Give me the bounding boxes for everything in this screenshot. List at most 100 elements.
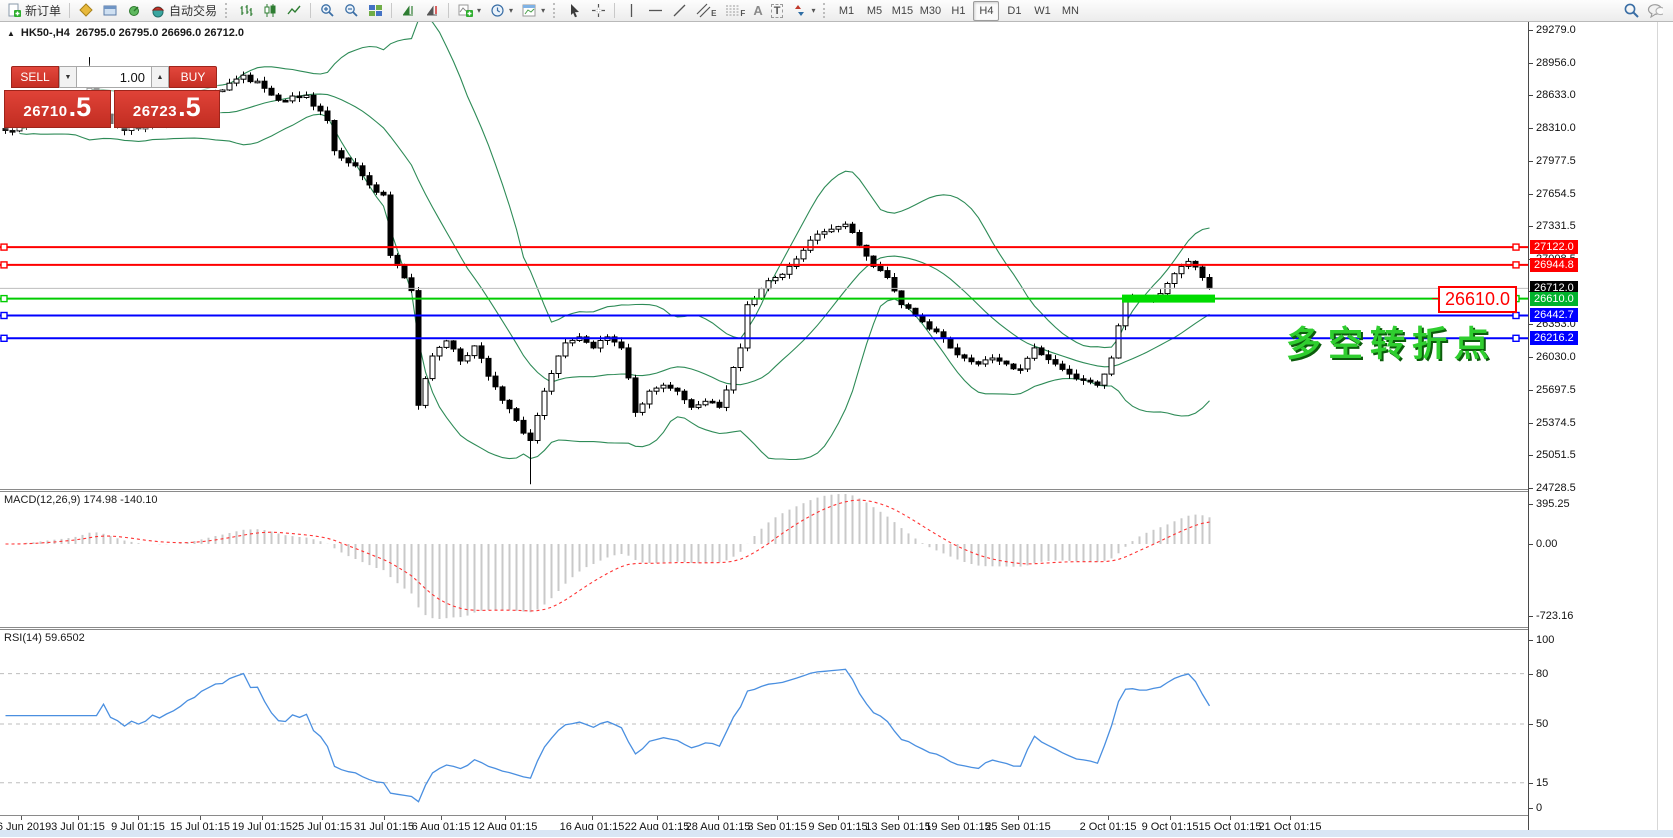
volume-increase-button[interactable]: ▲ [151, 66, 169, 88]
candlestick-chart-button[interactable] [258, 0, 282, 21]
price-callout-label[interactable]: 26610.0 [1431, 286, 1518, 313]
timeframe-M15[interactable]: M15 [891, 4, 914, 17]
equidistant-channel-icon [695, 3, 711, 19]
ohlc-header: ▲ HK50-,H4 26795.0 26795.0 26696.0 26712… [7, 27, 244, 39]
axis-label: 26030.0 [1536, 351, 1576, 363]
price-line-tag-26610.0: 26610.0 [1530, 292, 1578, 306]
rsi-canvas[interactable] [0, 630, 1528, 815]
axis-tick [1529, 95, 1533, 96]
main-chart-canvas[interactable] [0, 22, 1528, 489]
auto-trading-button[interactable]: 自动交易 [146, 0, 221, 21]
chart-shift-button[interactable] [420, 0, 444, 21]
macd-canvas[interactable] [0, 492, 1528, 628]
price-line-27122[interactable] [0, 243, 1528, 251]
price-line-26944.8[interactable] [0, 261, 1528, 269]
timeframe-M5[interactable]: M5 [866, 4, 883, 17]
cursor-button[interactable] [562, 0, 586, 21]
axis-tick [1529, 161, 1533, 162]
timeframe-D1[interactable]: D1 [1007, 4, 1022, 17]
macd-signal-line [5, 499, 1210, 612]
periods-button[interactable]: ▾ [485, 0, 517, 21]
line-chart-button[interactable] [282, 0, 306, 21]
price-line-26216.2[interactable] [0, 334, 1528, 342]
market-watch-button[interactable] [74, 0, 98, 21]
auto-trading-label: 自动交易 [169, 4, 218, 18]
trade-panel-row2: 26710 .5 26723 .5 [4, 90, 220, 128]
chat-icon[interactable] [1647, 3, 1663, 19]
templates-icon [521, 3, 537, 19]
ohlc-values: 26795.0 26795.0 26696.0 26712.0 [75, 27, 245, 39]
rsi-panel[interactable]: RSI(14) 59.6502 [0, 630, 1528, 815]
search-icon[interactable] [1623, 3, 1639, 19]
timeframe-H4[interactable]: H4 [973, 0, 1000, 21]
horizontal-line-button[interactable] [643, 0, 667, 21]
line-handle [1512, 334, 1520, 342]
crosshair-icon [590, 3, 606, 19]
price-line-tag-26944.8: 26944.8 [1530, 258, 1578, 272]
crosshair-button[interactable] [586, 0, 610, 21]
trendline-button[interactable] [667, 0, 691, 21]
panel-separator[interactable] [0, 627, 1528, 630]
line-handle [0, 311, 8, 320]
horizontal-line-icon [647, 3, 663, 19]
indicators-button[interactable]: ▾ [453, 0, 485, 21]
candles [2, 57, 1213, 485]
new-order-icon [6, 3, 22, 19]
bollinger-lower-band[interactable] [19, 113, 1210, 461]
timeframe-W1[interactable]: W1 [1034, 4, 1051, 17]
data-window-button[interactable] [98, 0, 122, 21]
bar-chart-icon [238, 3, 254, 19]
timeframe-M30[interactable]: M30 [919, 4, 942, 17]
timeframe-H1[interactable]: H1 [951, 4, 966, 17]
axis-tick [1529, 324, 1533, 325]
date-tick [657, 816, 658, 820]
text-button[interactable]: A [749, 0, 766, 21]
vertical-line-button[interactable] [619, 0, 643, 21]
price-line-26442.7[interactable] [0, 311, 1528, 320]
axis-tick [1529, 504, 1533, 505]
timeframe-toolbar: M1 M5 M15 M30 H1 H4 D1 W1 MN [832, 0, 1084, 21]
dropdown-caret: ▾ [509, 6, 514, 15]
fibonacci-button[interactable]: F [720, 0, 749, 21]
axis-tick [1529, 488, 1533, 489]
new-order-button[interactable]: 新订单 [2, 0, 65, 21]
zoom-out-button[interactable] [339, 0, 363, 21]
text-label-button[interactable]: T [767, 0, 788, 21]
main-chart-panel[interactable]: ▲ HK50-,H4 26795.0 26795.0 26696.0 26712… [0, 22, 1528, 489]
volume-input[interactable]: 1.00 [77, 66, 151, 88]
zoom-in-icon [319, 3, 335, 19]
tile-windows-button[interactable] [363, 0, 387, 21]
volume-decrease-button[interactable]: ▼ [59, 66, 77, 88]
templates-button[interactable]: ▾ [517, 0, 549, 21]
bollinger-upper-band[interactable] [19, 22, 1210, 349]
sell-price-display[interactable]: 26710 .5 [4, 90, 111, 128]
timeframe-M1[interactable]: M1 [838, 4, 855, 17]
arrows-button[interactable]: ▾ [787, 0, 819, 21]
price-axis[interactable]: 29279.0 28956.0 28633.0 28310.0 27977.5 27654… [1528, 22, 1673, 837]
price-line-tag-26216.2: 26216.2 [1530, 331, 1578, 345]
line-handle [1512, 261, 1520, 269]
chart-annotation-text[interactable]: 多空转折点 [1286, 325, 1497, 364]
sell-button[interactable]: SELL [11, 66, 59, 88]
equidistant-channel-button[interactable]: E [691, 0, 720, 21]
axis-label: 24728.5 [1536, 482, 1576, 494]
date-tick [1290, 816, 1291, 820]
axis-tick [1529, 544, 1533, 545]
axis-label: 15 [1536, 777, 1549, 789]
price-line-tag-26442.7: 26442.7 [1530, 308, 1578, 322]
signals-button[interactable] [122, 0, 146, 21]
panel-separator[interactable] [0, 489, 1528, 492]
toolbar-separator [69, 3, 71, 18]
bar-chart-button[interactable] [234, 0, 258, 21]
timeframe-MN[interactable]: MN [1061, 4, 1079, 17]
auto-scroll-button[interactable] [396, 0, 420, 21]
channel-letter: E [711, 9, 717, 18]
axis-tick [1529, 128, 1533, 129]
collapse-triangle-icon[interactable]: ▲ [7, 28, 15, 38]
buy-price-display[interactable]: 26723 .5 [113, 90, 220, 128]
macd-panel[interactable]: MACD(12,26,9) 174.98 -140.10 [0, 492, 1528, 628]
axis-tick [1529, 423, 1533, 424]
zoom-in-button[interactable] [315, 0, 339, 21]
buy-button[interactable]: BUY [169, 66, 217, 88]
price-line-tag-26712.0: 26712.0 [1530, 281, 1578, 295]
